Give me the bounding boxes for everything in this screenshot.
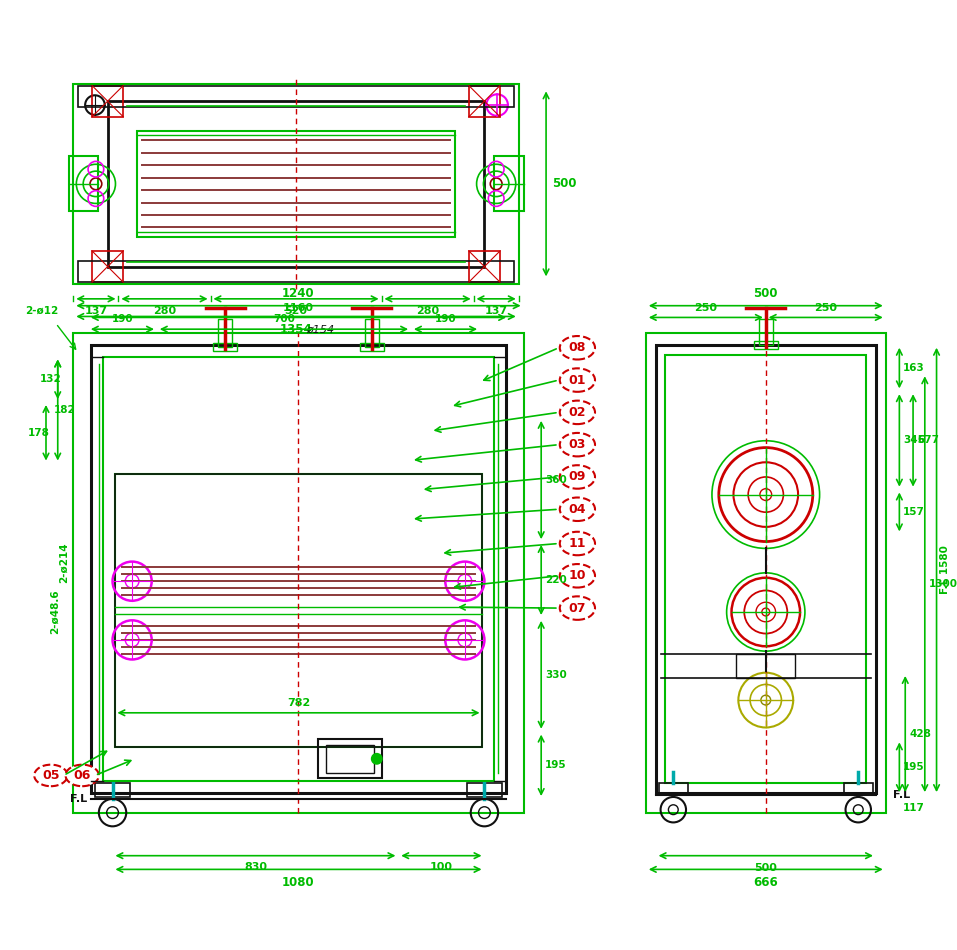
Bar (326, 745, 374, 772)
Bar (69, 157, 98, 211)
Text: 07: 07 (568, 601, 586, 615)
Bar (658, 783, 688, 795)
Text: 05: 05 (42, 769, 59, 782)
Text: 280: 280 (153, 306, 176, 315)
Bar (494, 157, 523, 211)
Text: 2-ø12: 2-ø12 (26, 306, 58, 315)
Bar (843, 783, 873, 795)
Bar (78, 86, 514, 107)
Text: 1354: 1354 (279, 323, 312, 336)
Text: 100: 100 (430, 862, 453, 871)
Text: 1080: 1080 (282, 876, 315, 889)
Text: 700: 700 (273, 314, 295, 324)
Bar (95, 783, 130, 797)
Text: 428: 428 (909, 729, 931, 739)
Bar (74, 333, 523, 812)
Text: 360: 360 (545, 475, 567, 485)
Ellipse shape (560, 369, 595, 391)
Text: 2-ø48.6: 2-ø48.6 (50, 590, 59, 635)
Circle shape (372, 754, 382, 764)
Ellipse shape (560, 532, 595, 555)
Text: 666: 666 (753, 876, 778, 889)
Text: 178: 178 (28, 428, 50, 438)
Text: 330: 330 (545, 670, 567, 680)
Ellipse shape (66, 765, 99, 787)
Bar (91, 345, 506, 793)
Bar (737, 655, 795, 677)
Text: 04: 04 (568, 503, 586, 516)
Text: 500: 500 (552, 178, 576, 190)
Bar (218, 319, 232, 347)
Text: 11: 11 (568, 537, 586, 550)
Text: 830: 830 (244, 862, 267, 871)
Bar (469, 251, 501, 282)
Bar (74, 84, 519, 284)
Text: 195: 195 (545, 760, 567, 770)
Ellipse shape (560, 564, 595, 587)
Bar (78, 260, 514, 282)
Text: 782: 782 (287, 698, 310, 708)
Text: 1160: 1160 (283, 302, 314, 313)
Bar (213, 343, 236, 351)
Text: 163: 163 (903, 363, 925, 373)
Text: 06: 06 (74, 769, 91, 782)
Bar (469, 86, 501, 117)
Text: 190: 190 (434, 314, 456, 324)
Text: 117: 117 (903, 803, 925, 813)
Ellipse shape (560, 597, 595, 619)
Text: 250: 250 (814, 302, 837, 313)
Bar (360, 343, 384, 351)
Text: F.L: F.L (70, 794, 87, 804)
Bar (137, 130, 456, 238)
Text: ø154: ø154 (306, 324, 334, 334)
Ellipse shape (560, 401, 595, 424)
Text: 132: 132 (40, 374, 61, 385)
Text: 280: 280 (416, 306, 439, 315)
Bar (754, 341, 777, 349)
Ellipse shape (560, 498, 595, 521)
Bar (102, 356, 494, 781)
Bar (646, 333, 885, 812)
Text: 157: 157 (903, 507, 925, 517)
Text: 250: 250 (695, 302, 718, 313)
Text: 190: 190 (112, 314, 133, 324)
Text: 500: 500 (753, 287, 778, 300)
Bar (107, 101, 484, 267)
Bar (92, 86, 123, 117)
Text: 03: 03 (568, 438, 586, 451)
Text: 137: 137 (484, 306, 508, 315)
Text: 345: 345 (903, 435, 925, 446)
Bar (318, 739, 382, 778)
Bar (92, 251, 123, 282)
Text: 220: 220 (545, 575, 567, 585)
Text: F.L 1580: F.L 1580 (941, 545, 950, 595)
Bar (656, 345, 876, 793)
Bar (365, 319, 379, 347)
Text: 195: 195 (903, 762, 924, 772)
Text: 677: 677 (917, 435, 939, 446)
Ellipse shape (34, 765, 68, 787)
Text: 137: 137 (84, 306, 107, 315)
Text: 09: 09 (568, 470, 586, 484)
Bar (759, 319, 772, 345)
Text: 1300: 1300 (928, 580, 957, 589)
Text: 2-ø214: 2-ø214 (58, 542, 69, 583)
Text: 08: 08 (568, 341, 586, 354)
Text: 182: 182 (54, 405, 76, 415)
Bar (115, 474, 482, 747)
Ellipse shape (560, 466, 595, 488)
Bar (467, 783, 502, 797)
Text: 02: 02 (568, 406, 586, 419)
Bar (115, 474, 482, 747)
Text: 1240: 1240 (282, 287, 315, 300)
Text: 10: 10 (568, 569, 586, 582)
Ellipse shape (560, 336, 595, 359)
Text: F.L: F.L (894, 790, 911, 800)
Bar (665, 354, 866, 783)
Text: 01: 01 (568, 373, 586, 387)
Text: 520: 520 (284, 306, 307, 315)
Ellipse shape (560, 433, 595, 456)
Text: 500: 500 (754, 863, 777, 872)
